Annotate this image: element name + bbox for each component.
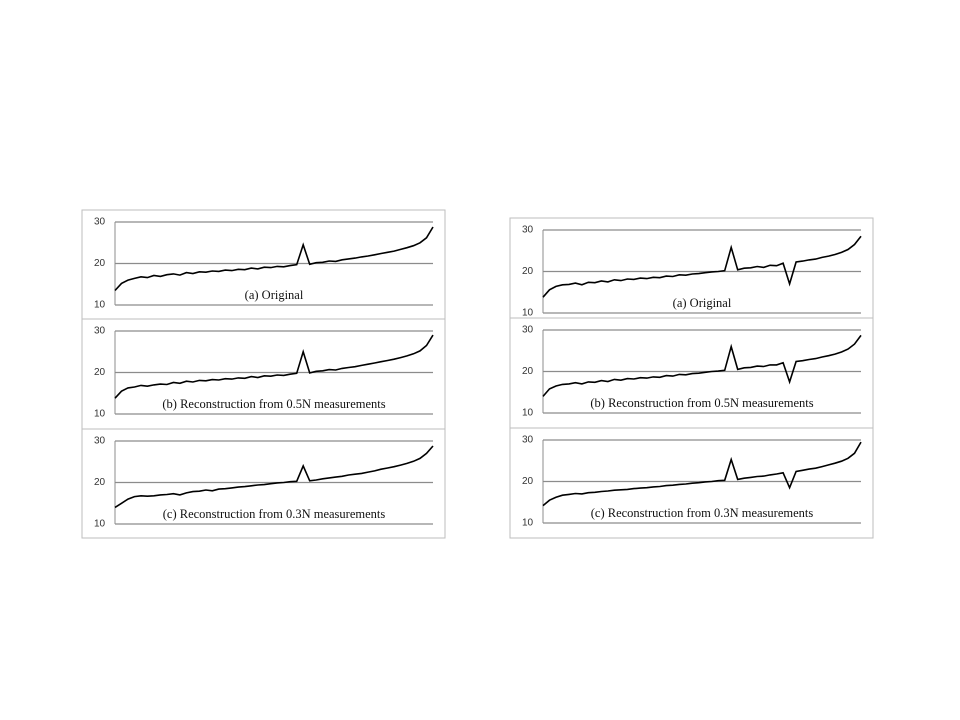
data-line — [542, 334, 862, 397]
y-tick-label: 20 — [94, 258, 106, 269]
chart-title: (a) Original — [245, 288, 304, 302]
y-tick-label: 30 — [94, 217, 106, 228]
figure-frame — [509, 217, 874, 539]
y-tick-label: 20 — [94, 477, 106, 488]
y-tick-label: 10 — [94, 519, 106, 530]
y-tick-label: 10 — [522, 518, 534, 529]
chart-title: (a) Original — [673, 296, 732, 310]
y-tick-label: 30 — [522, 325, 534, 336]
y-tick-label: 20 — [94, 367, 106, 378]
y-tick-label: 20 — [522, 266, 534, 277]
figure-frame — [81, 209, 446, 539]
data-line — [542, 235, 862, 298]
chart-title: (c) Reconstruction from 0.3N measurement… — [163, 507, 386, 521]
data-line — [114, 334, 434, 399]
y-tick-label: 10 — [94, 300, 106, 311]
y-tick-label: 20 — [522, 366, 534, 377]
chart-title: (b) Reconstruction from 0.5N measurement… — [162, 397, 385, 411]
y-tick-label: 10 — [94, 409, 106, 420]
data-line — [114, 226, 434, 292]
y-tick-label: 30 — [522, 225, 534, 236]
y-tick-label: 10 — [522, 408, 534, 419]
data-line — [542, 441, 862, 507]
y-tick-label: 30 — [94, 326, 106, 337]
y-tick-label: 30 — [522, 435, 534, 446]
chart-title: (b) Reconstruction from 0.5N measurement… — [590, 396, 813, 410]
chart-title: (c) Reconstruction from 0.3N measurement… — [591, 506, 814, 520]
y-tick-label: 10 — [522, 308, 534, 319]
y-tick-label: 20 — [522, 476, 534, 487]
data-line — [114, 445, 434, 509]
y-tick-label: 30 — [94, 436, 106, 447]
